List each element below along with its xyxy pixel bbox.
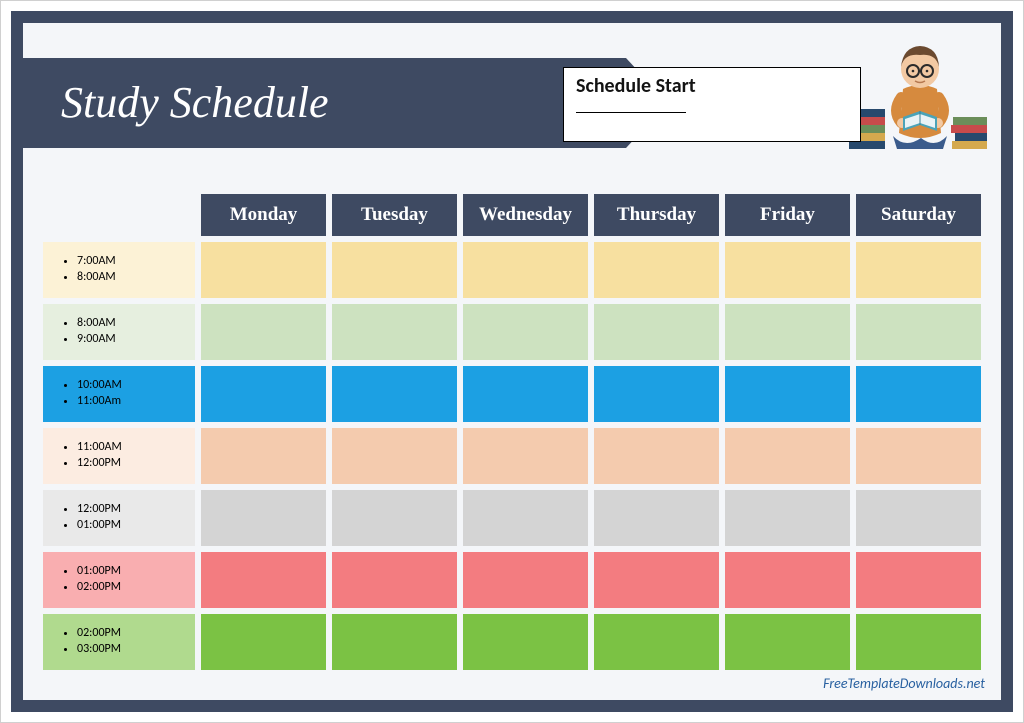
schedule-cell[interactable] — [463, 614, 588, 670]
time-cell: 10:00AM11:00Am — [43, 366, 195, 422]
schedule-cell[interactable] — [594, 614, 719, 670]
schedule-cell[interactable] — [856, 304, 981, 360]
schedule-cell[interactable] — [201, 304, 326, 360]
time-entry: 11:00Am — [77, 394, 195, 410]
schedule-row: 12:00PM01:00PM — [43, 490, 981, 546]
schedule-cell[interactable] — [856, 428, 981, 484]
schedule-cell[interactable] — [332, 242, 457, 298]
title-ribbon: Study Schedule — [11, 58, 626, 148]
schedule-cell[interactable] — [332, 428, 457, 484]
day-header: Saturday — [856, 194, 981, 236]
schedule-row: 11:00AM12:00PM — [43, 428, 981, 484]
schedule-cell[interactable] — [463, 242, 588, 298]
schedule-cell[interactable] — [856, 366, 981, 422]
schedule-cell[interactable] — [463, 304, 588, 360]
schedule-body: 7:00AM8:00AM8:00AM9:00AM10:00AM11:00Am11… — [43, 242, 981, 670]
schedule-cell[interactable] — [594, 366, 719, 422]
schedule-table: Monday Tuesday Wednesday Thursday Friday… — [37, 188, 987, 676]
schedule-start-blank-line[interactable] — [576, 112, 686, 113]
schedule-cell[interactable] — [201, 490, 326, 546]
schedule-cell[interactable] — [725, 614, 850, 670]
day-header: Wednesday — [463, 194, 588, 236]
schedule-row: 10:00AM11:00Am — [43, 366, 981, 422]
time-entry: 01:00PM — [77, 518, 195, 534]
schedule-cell[interactable] — [201, 366, 326, 422]
schedule-cell[interactable] — [201, 614, 326, 670]
document-frame: Study Schedule Schedule Start — [11, 11, 1013, 712]
schedule-cell[interactable] — [594, 490, 719, 546]
schedule-cell[interactable] — [594, 552, 719, 608]
time-entry: 12:00PM — [77, 456, 195, 472]
time-cell: 02:00PM03:00PM — [43, 614, 195, 670]
schedule-cell[interactable] — [725, 366, 850, 422]
schedule-cell[interactable] — [594, 242, 719, 298]
schedule-cell[interactable] — [201, 552, 326, 608]
schedule-cell[interactable] — [594, 428, 719, 484]
schedule-cell[interactable] — [856, 614, 981, 670]
schedule-cell[interactable] — [856, 490, 981, 546]
day-header: Tuesday — [332, 194, 457, 236]
day-header: Friday — [725, 194, 850, 236]
schedule-cell[interactable] — [332, 614, 457, 670]
schedule-row: 7:00AM8:00AM — [43, 242, 981, 298]
schedule-cell[interactable] — [201, 242, 326, 298]
time-entry: 02:00PM — [77, 626, 195, 642]
schedule-cell[interactable] — [856, 552, 981, 608]
footer-attribution[interactable]: FreeTemplateDownloads.net — [823, 675, 985, 692]
time-cell: 8:00AM9:00AM — [43, 304, 195, 360]
time-entry: 11:00AM — [77, 440, 195, 456]
time-entry: 12:00PM — [77, 502, 195, 518]
time-entry: 02:00PM — [77, 580, 195, 596]
schedule-row: 02:00PM03:00PM — [43, 614, 981, 670]
schedule-cell[interactable] — [463, 366, 588, 422]
day-header: Thursday — [594, 194, 719, 236]
schedule-table-wrapper: Monday Tuesday Wednesday Thursday Friday… — [37, 188, 987, 666]
time-cell: 12:00PM01:00PM — [43, 490, 195, 546]
schedule-cell[interactable] — [463, 490, 588, 546]
schedule-cell[interactable] — [725, 490, 850, 546]
day-header: Monday — [201, 194, 326, 236]
schedule-cell[interactable] — [332, 490, 457, 546]
header-blank — [43, 194, 195, 236]
schedule-cell[interactable] — [725, 552, 850, 608]
time-entry: 03:00PM — [77, 642, 195, 658]
time-entry: 8:00AM — [77, 316, 195, 332]
schedule-cell[interactable] — [463, 428, 588, 484]
schedule-row: 01:00PM02:00PM — [43, 552, 981, 608]
time-entry: 10:00AM — [77, 378, 195, 394]
schedule-cell[interactable] — [332, 552, 457, 608]
header-row: Monday Tuesday Wednesday Thursday Friday… — [43, 194, 981, 236]
time-entry: 8:00AM — [77, 270, 195, 286]
schedule-row: 8:00AM9:00AM — [43, 304, 981, 360]
time-cell: 11:00AM12:00PM — [43, 428, 195, 484]
schedule-cell[interactable] — [725, 304, 850, 360]
schedule-cell[interactable] — [594, 304, 719, 360]
schedule-start-box: Schedule Start — [563, 67, 861, 142]
time-entry: 01:00PM — [77, 564, 195, 580]
schedule-cell[interactable] — [463, 552, 588, 608]
page-title: Study Schedule — [11, 58, 626, 148]
schedule-cell[interactable] — [201, 428, 326, 484]
schedule-cell[interactable] — [856, 242, 981, 298]
time-entry: 9:00AM — [77, 332, 195, 348]
time-cell: 01:00PM02:00PM — [43, 552, 195, 608]
time-entry: 7:00AM — [77, 254, 195, 270]
schedule-cell[interactable] — [725, 242, 850, 298]
student-reading-illustration — [843, 31, 993, 156]
schedule-start-label: Schedule Start — [576, 74, 848, 98]
schedule-cell[interactable] — [332, 366, 457, 422]
schedule-cell[interactable] — [725, 428, 850, 484]
schedule-cell[interactable] — [332, 304, 457, 360]
time-cell: 7:00AM8:00AM — [43, 242, 195, 298]
